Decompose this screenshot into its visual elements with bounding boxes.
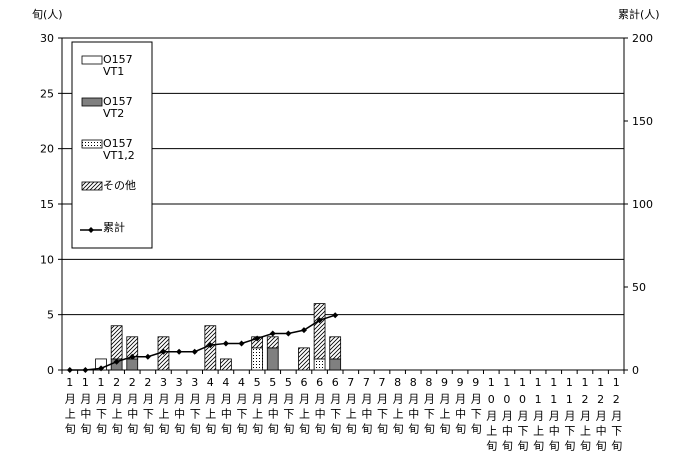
legend-swatch bbox=[81, 55, 103, 65]
line-marker bbox=[82, 367, 89, 373]
line-marker bbox=[238, 340, 245, 347]
y2-tick-label: 50 bbox=[632, 281, 646, 294]
line-marker bbox=[129, 353, 136, 360]
line-marker bbox=[66, 367, 73, 373]
bar-segment bbox=[110, 325, 123, 360]
x-tick-label: 6月下旬 bbox=[329, 376, 342, 438]
x-tick-label: 8月中旬 bbox=[407, 376, 420, 438]
bar-segment bbox=[266, 336, 279, 349]
x-tick-label: 1月上旬 bbox=[63, 376, 76, 438]
bar-segment bbox=[313, 358, 326, 371]
legend-label: その他 bbox=[103, 179, 136, 192]
x-tick-label: 1月下旬 bbox=[95, 376, 108, 438]
x-tick-label: 5月上旬 bbox=[251, 376, 264, 438]
x-tick-label: 9月中旬 bbox=[454, 376, 467, 438]
x-tick-label: 11月中旬 bbox=[547, 376, 560, 455]
line-marker bbox=[300, 327, 307, 334]
y-tick-label: 20 bbox=[40, 143, 54, 156]
x-tick-label: 4月上旬 bbox=[204, 376, 217, 438]
line-marker bbox=[269, 330, 276, 337]
x-tick-label: 12月中旬 bbox=[594, 376, 607, 455]
y-tick-label: 30 bbox=[40, 32, 54, 45]
line-marker bbox=[222, 340, 229, 347]
x-tick-label: 7月下旬 bbox=[376, 376, 389, 438]
y2-tick-label: 0 bbox=[632, 364, 639, 377]
x-tick-label: 9月下旬 bbox=[469, 376, 482, 438]
y-tick-label: 0 bbox=[47, 364, 54, 377]
line-marker bbox=[144, 353, 151, 360]
bar-segment bbox=[266, 347, 279, 371]
line-marker bbox=[285, 330, 292, 337]
x-tick-label: 10月上旬 bbox=[485, 376, 498, 455]
x-tick-label: 2月中旬 bbox=[126, 376, 139, 438]
x-tick-label: 12月上旬 bbox=[578, 376, 591, 455]
x-tick-label: 11月下旬 bbox=[563, 376, 576, 455]
bar-segment bbox=[329, 358, 342, 371]
x-tick-label: 6月中旬 bbox=[313, 376, 326, 438]
x-tick-label: 10月中旬 bbox=[500, 376, 513, 455]
x-tick-label: 12月下旬 bbox=[610, 376, 623, 455]
x-tick-label: 7月上旬 bbox=[344, 376, 357, 438]
bar-segment bbox=[329, 336, 342, 360]
y-tick-label: 25 bbox=[40, 87, 54, 100]
y2-tick-label: 150 bbox=[632, 115, 653, 128]
legend-swatch bbox=[81, 181, 103, 191]
legend-label: O157 VT1,2 bbox=[103, 137, 135, 162]
y-tick-label: 15 bbox=[40, 198, 54, 211]
x-tick-label: 9月上旬 bbox=[438, 376, 451, 438]
x-tick-label: 5月中旬 bbox=[266, 376, 279, 438]
x-tick-label: 1月中旬 bbox=[79, 376, 92, 438]
y2-axis-label: 累計(人) bbox=[618, 7, 660, 21]
line-marker bbox=[160, 348, 167, 355]
bar-segment bbox=[251, 347, 264, 371]
line-marker bbox=[176, 348, 183, 355]
y2-tick-label: 200 bbox=[632, 32, 653, 45]
x-tick-label: 8月下旬 bbox=[422, 376, 435, 438]
line-marker bbox=[191, 348, 198, 355]
x-tick-label: 6月上旬 bbox=[297, 376, 310, 438]
legend-label: 累計 bbox=[103, 221, 125, 234]
x-tick-label: 5月下旬 bbox=[282, 376, 295, 438]
bar-segment bbox=[298, 347, 310, 371]
cumulative-line bbox=[69, 314, 336, 371]
x-tick-label: 7月中旬 bbox=[360, 376, 373, 438]
x-tick-label: 2月上旬 bbox=[110, 376, 123, 438]
x-tick-label: 11月上旬 bbox=[532, 376, 545, 455]
x-tick-label: 4月中旬 bbox=[219, 376, 232, 438]
line-marker bbox=[316, 317, 323, 324]
legend-swatch bbox=[81, 97, 103, 107]
x-tick-label: 4月下旬 bbox=[235, 376, 248, 438]
x-tick-label: 2月下旬 bbox=[141, 376, 154, 438]
legend-marker bbox=[88, 227, 94, 233]
bar-segment bbox=[220, 358, 232, 371]
legend-label: O157 VT1 bbox=[103, 53, 133, 78]
legend-label: O157 VT2 bbox=[103, 95, 133, 120]
line-marker bbox=[98, 365, 105, 372]
line-marker bbox=[113, 358, 120, 365]
x-tick-label: 3月中旬 bbox=[173, 376, 186, 438]
bar-segment bbox=[126, 358, 139, 371]
legend-swatch bbox=[81, 139, 103, 149]
x-tick-label: 3月下旬 bbox=[188, 376, 201, 438]
line-marker bbox=[254, 335, 261, 342]
y-axis-label: 旬(人) bbox=[32, 8, 63, 21]
line-marker bbox=[207, 342, 214, 349]
bar-segment bbox=[313, 303, 326, 360]
line-marker bbox=[332, 312, 339, 319]
x-tick-label: 3月上旬 bbox=[157, 376, 170, 438]
x-tick-label: 8月上旬 bbox=[391, 376, 404, 438]
y2-tick-label: 100 bbox=[632, 198, 653, 211]
y-tick-label: 10 bbox=[40, 253, 54, 266]
x-tick-label: 10月下旬 bbox=[516, 376, 529, 455]
y-tick-label: 5 bbox=[47, 309, 54, 322]
